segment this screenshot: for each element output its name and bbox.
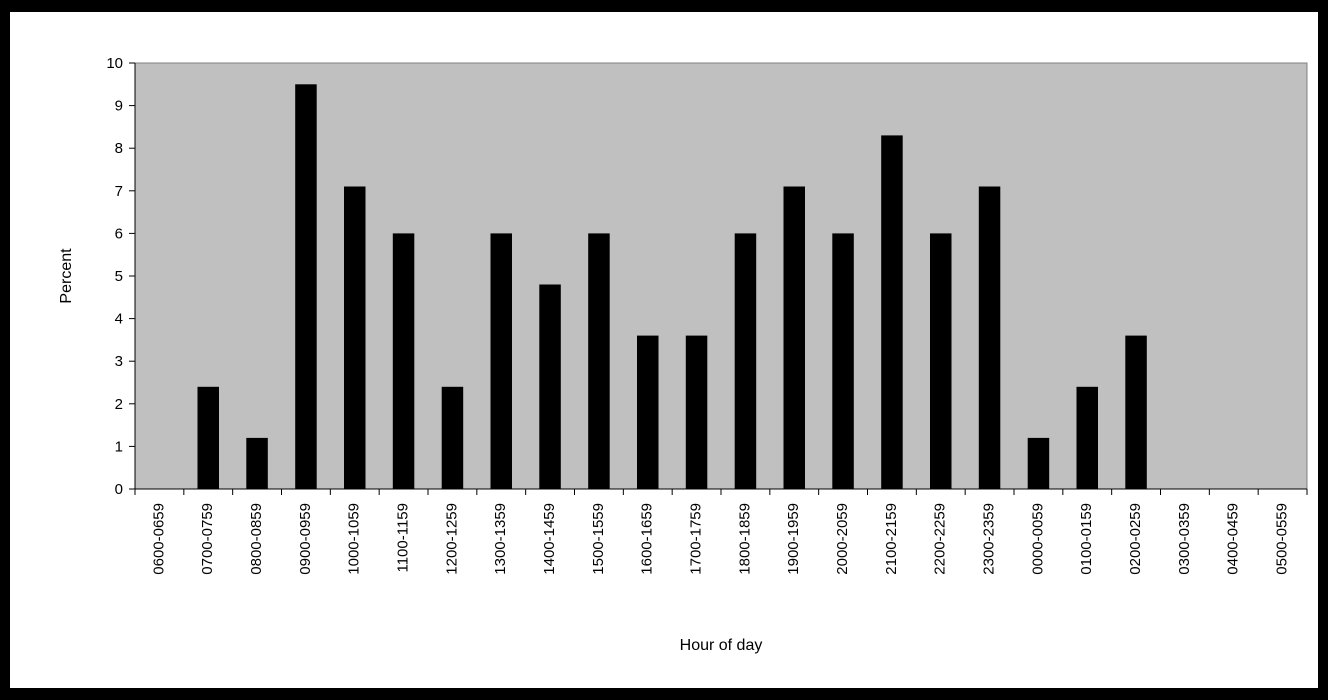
y-tick-label: 10 — [106, 55, 123, 72]
x-axis-title: Hour of day — [680, 637, 763, 654]
bar-0900-0959 — [295, 84, 317, 490]
bar-0000-0059 — [1027, 437, 1050, 489]
y-ticks-group: 0 1 2 3 4 5 6 7 8 9 10 — [106, 55, 135, 498]
bar-1000-1059 — [344, 186, 366, 489]
bar-0700-0759 — [197, 386, 219, 489]
x-tick-label: 0700-0759 — [199, 503, 216, 575]
y-tick-label: 9 — [115, 98, 123, 115]
x-tick-label: 1800-1859 — [736, 503, 753, 575]
bar-2000-2059 — [832, 233, 854, 489]
x-tick-label: 2200-2259 — [932, 503, 949, 575]
x-tick-label: 2100-2159 — [883, 503, 900, 575]
x-tick-label: 0100-0159 — [1078, 503, 1095, 575]
bar-1200-1259 — [441, 386, 464, 489]
bar-1100-1159 — [392, 233, 415, 489]
x-tick-label: 1500-1559 — [590, 503, 607, 575]
y-tick-label: 1 — [115, 438, 123, 455]
x-tick-label: 1300-1359 — [492, 503, 509, 575]
y-tick-label: 6 — [115, 225, 123, 242]
x-tick-label: 0900-0959 — [297, 503, 314, 575]
x-tick-label: 0000-0059 — [1029, 503, 1046, 575]
bar-2100-2159 — [881, 135, 903, 489]
y-axis-title: Percent — [58, 248, 75, 304]
x-tick-label: 1000-1059 — [346, 503, 363, 575]
x-tick-label: 1600-1659 — [639, 503, 656, 575]
x-tick-label: 0500-0559 — [1274, 503, 1291, 575]
x-tick-label: 2300-2359 — [981, 503, 998, 575]
x-tick-label: 0300-0359 — [1176, 503, 1193, 575]
bar-1500-1559 — [588, 233, 610, 489]
bar-0800-0859 — [246, 437, 268, 489]
x-tick-label: 0600-0659 — [150, 503, 167, 575]
bars-group — [197, 84, 1147, 490]
bar-1900-1959 — [783, 186, 805, 489]
bar-0200-0259 — [1125, 335, 1147, 489]
x-tick-label: 0400-0459 — [1225, 503, 1242, 575]
y-tick-label: 3 — [115, 353, 123, 370]
bar-1600-1659 — [637, 335, 659, 489]
y-tick-label: 0 — [115, 481, 123, 498]
y-tick-label: 2 — [115, 396, 123, 413]
y-tick-label: 8 — [115, 140, 123, 157]
bar-2300-2359 — [978, 186, 1001, 489]
x-tick-label: 1900-1959 — [785, 503, 802, 575]
x-tick-label: 1700-1759 — [688, 503, 705, 575]
bar-2200-2259 — [930, 233, 952, 489]
y-tick-label: 4 — [115, 311, 123, 328]
bar-1400-1459 — [539, 284, 561, 489]
x-tick-label: 2000-2059 — [834, 503, 851, 575]
x-ticks-group: 0600-0659 0700-0759 0800-0859 0900-0959 1000… — [134, 489, 1308, 575]
x-tick-label: 0800-0859 — [248, 503, 265, 575]
x-tick-label: 1200-1259 — [443, 503, 460, 575]
bar-1800-1859 — [734, 233, 757, 489]
x-tick-label: 0200-0259 — [1127, 503, 1144, 575]
x-tick-label: 1400-1459 — [541, 503, 558, 575]
x-tick-label: 1100-1159 — [395, 503, 412, 573]
bar-0100-0159 — [1076, 386, 1098, 489]
bar-1700-1759 — [685, 335, 708, 489]
y-tick-label: 7 — [115, 183, 123, 200]
y-tick-label: 5 — [115, 268, 123, 285]
bar-1300-1359 — [490, 233, 512, 489]
